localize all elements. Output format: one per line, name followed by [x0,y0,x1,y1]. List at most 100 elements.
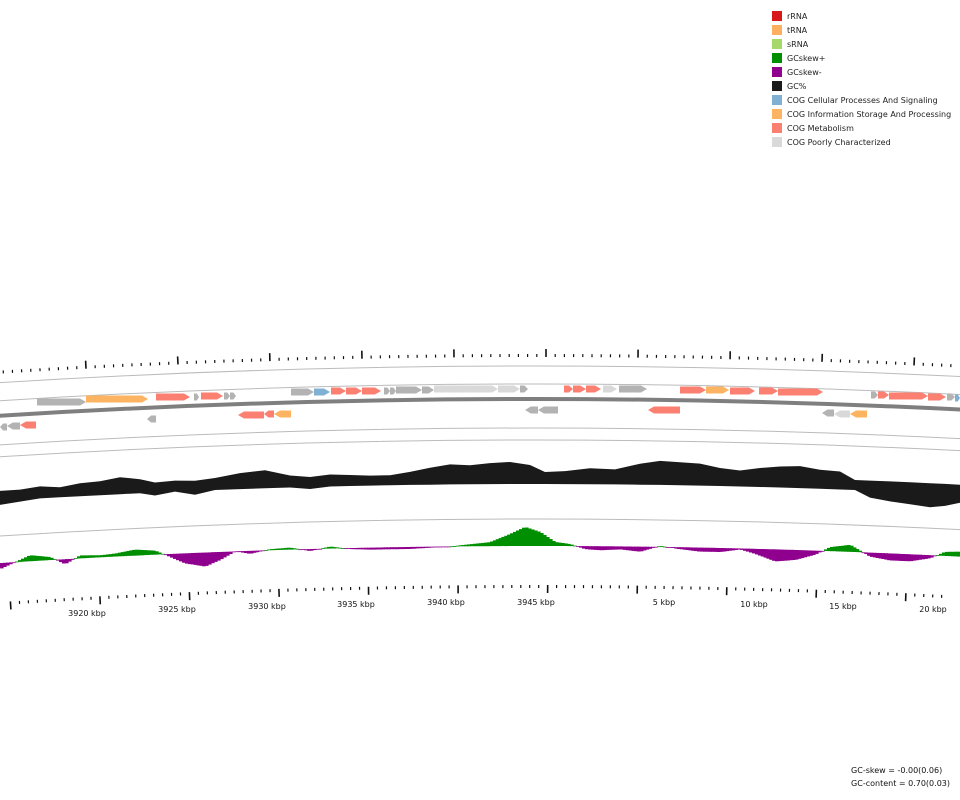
gc-skew-positive-bar [936,555,940,556]
legend-swatch [772,39,782,49]
legend-item-gcskew-neg: GCskew- [772,65,951,79]
gc-skew-negative-bar [749,548,753,553]
gc-skew-positive-bar [32,555,37,561]
gene-arrow [7,422,20,430]
gc-skew-negative-bar [752,548,756,554]
gc-skew-negative-bar [344,548,348,549]
gc-skew-positive-bar [531,529,535,546]
gc-skew-positive-bar [519,529,523,546]
gc-skew-negative-bar [435,546,440,548]
scale-label: 15 kbp [829,602,857,611]
gc-skew-positive-bar [662,546,667,548]
gc-skew-negative-bar [821,550,825,552]
gc-skew-positive-bar [570,544,574,547]
gc-skew-positive-bar [327,546,331,549]
gene-arrow [648,406,680,414]
gc-skew-positive-bar [470,544,474,547]
legend-label: sRNA [787,39,809,49]
gc-skew-positive-bar [155,551,159,555]
gc-skew-positive-bar [30,555,34,562]
gc-skew-positive-bar [74,558,78,559]
legend-item-gcskew-pos: GCskew+ [772,51,951,65]
gene-arrow [230,392,236,400]
gc-skew-positive-bar [552,541,556,546]
gc-skew-positive-bar [657,546,661,548]
gc-skew-positive-bar [513,531,517,546]
gc-skew-negative-bar [887,553,891,561]
legend-label: GCskew+ [787,53,826,63]
track-guide-line [0,439,960,458]
gene-arrow [850,410,867,418]
gc-skew-negative-bar [185,553,189,564]
gc-content-stat: GC-content = 0.70(0.03) [851,779,950,788]
gc-skew-positive-bar [120,552,125,557]
gc-skew-negative-bar [415,546,420,549]
tick-mark [9,601,12,610]
gc-skew-negative-bar [642,546,647,551]
gc-skew-negative-bar [255,550,260,553]
gc-skew-negative-bar [404,547,408,549]
gc-skew-negative-bar [179,553,183,562]
legend-label: GCskew- [787,67,822,77]
gc-skew-positive-bar [94,555,98,558]
gc-skew-negative-bar [401,547,405,550]
gc-skew-negative-bar [315,548,320,550]
gc-skew-negative-bar [244,551,248,554]
gc-skew-negative-bar [625,546,630,551]
gene-arrow [346,387,362,395]
scale-label: 3930 kbp [248,602,286,611]
gc-skew-negative-bar [797,550,802,559]
gc-skew-negative-bar [398,547,403,550]
gc-skew-negative-bar [890,553,894,561]
gc-skew-positive-bar [135,549,139,556]
gc-skew-positive-bar [324,547,328,549]
gene-arrow [680,386,706,394]
gc-skew-positive-bar [97,555,101,558]
gc-skew-negative-bar [867,552,871,556]
gc-skew-negative-bar [223,551,227,558]
gc-skew-negative-bar [12,562,16,564]
gc-skew-negative-bar [720,548,724,552]
gc-skew-positive-bar [272,548,277,551]
gc-skew-positive-bar [660,546,664,547]
gc-skew-negative-bar [927,555,931,559]
gc-content-area [0,460,960,508]
gene-arrow [498,385,520,393]
gc-skew-negative-bar [711,547,715,552]
legend-item-srna: sRNA [772,37,951,51]
gc-skew-negative-bar [427,546,431,548]
gc-skew-negative-bar [740,548,744,550]
gene-arrow [224,392,230,400]
gene-arrow [274,410,291,418]
gc-skew-positive-bar [321,548,325,549]
gc-skew-positive-bar [472,543,477,547]
gc-skew-positive-bar [91,555,95,558]
gc-skew-positive-bar [143,550,148,556]
gc-skew-positive-bar [945,551,949,556]
gc-skew-negative-bar [783,549,788,561]
gene-arrow [928,393,946,401]
scale-label: 5 kbp [653,598,675,607]
gene-arrow [619,385,647,393]
gc-skew-negative-bar [705,547,710,552]
gene-arrow [314,388,330,396]
gc-skew-negative-bar [190,553,195,565]
gc-skew-negative-bar [182,553,186,563]
gc-skew-positive-bar [106,554,110,557]
gc-skew-positive-bar [507,534,511,546]
gc-skew-negative-bar [9,562,13,565]
gc-skew-negative-bar [789,549,793,561]
gc-skew-negative-bar [708,547,713,552]
gc-skew-negative-bar [170,553,174,558]
legend-item-cog-isp: COG Information Storage And Processing [772,107,951,121]
gc-skew-negative-bar [258,550,263,552]
gc-skew-negative-bar [252,550,257,553]
gc-skew-negative-bar [631,546,635,551]
gc-skew-positive-bar [41,556,45,561]
gc-skew-positive-bar [53,559,57,560]
gc-skew-negative-bar [755,548,759,555]
gc-skew-negative-bar [307,549,311,551]
inner-tick-ring [9,584,943,610]
gc-skew-negative-bar [884,553,888,560]
gc-skew-positive-bar [338,547,343,549]
